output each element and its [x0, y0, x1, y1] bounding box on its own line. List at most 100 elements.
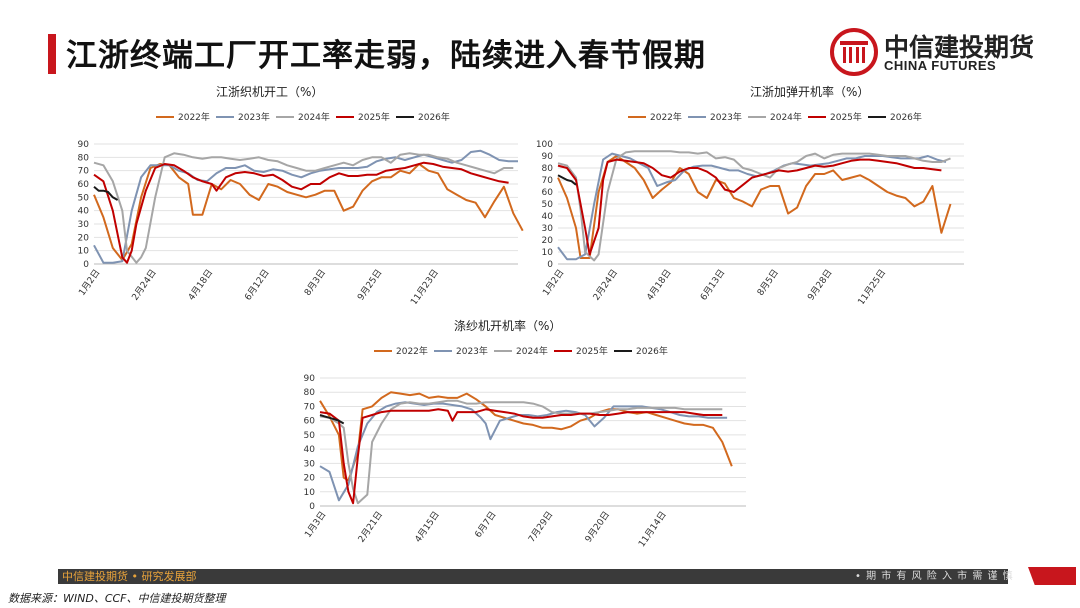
legend-label: 2024年 — [516, 345, 548, 357]
series-line — [319, 408, 723, 505]
y-tick-label: 40 — [542, 212, 554, 222]
x-tick-label: 11月14日 — [636, 509, 668, 549]
legend-label: 2025年 — [830, 111, 862, 123]
chart-title: 江浙加弹开机率（%） — [750, 84, 869, 99]
x-tick-label: 4月18日 — [186, 267, 215, 302]
chart-svg: 涤纱机开机率（%） 2022年 2023年 2024年 2025年 2026年 0 10 20 3… — [303, 318, 746, 549]
y-tick-label: 60 — [304, 417, 316, 427]
footer-bar — [58, 569, 1008, 584]
y-tick-label: 60 — [78, 180, 90, 190]
x-tick-label: 2月21日 — [356, 509, 385, 544]
legend-label: 2022年 — [396, 345, 428, 357]
series-line — [93, 185, 119, 201]
y-tick-label: 70 — [304, 402, 316, 412]
y-tick-label: 30 — [542, 224, 554, 234]
x-tick-label: 1月3日 — [303, 509, 329, 539]
legend-label: 2023年 — [456, 345, 488, 357]
legend-item: 2025年 — [336, 111, 390, 123]
x-tick-label: 8月3日 — [302, 267, 328, 297]
legend-item: 2024年 — [494, 345, 548, 357]
y-tick-label: 30 — [78, 220, 90, 230]
legend-item: 2023年 — [688, 111, 742, 123]
legend-item: 2022年 — [156, 111, 210, 123]
page-title: 江浙终端工厂开工率走弱，陆续进入春节假期 — [66, 38, 706, 74]
series-line — [93, 163, 524, 261]
series-line — [93, 152, 514, 264]
y-tick-label: 10 — [304, 488, 316, 498]
citic-emblem-icon — [830, 28, 878, 76]
legend-item: 2022年 — [628, 111, 682, 123]
x-tick-label: 11月25日 — [856, 267, 888, 304]
x-tick-label: 9月20日 — [583, 509, 612, 544]
legend-label: 2026年 — [418, 111, 450, 123]
y-tick-label: 10 — [78, 247, 90, 257]
y-tick-label: 50 — [304, 431, 316, 441]
legend-item: 2023年 — [434, 345, 488, 357]
y-tick-label: 0 — [309, 502, 315, 512]
x-tick-label: 2月24日 — [591, 267, 620, 302]
y-tick-label: 20 — [542, 236, 554, 246]
chart-title: 涤纱机开机率（%） — [454, 318, 561, 333]
x-tick-label: 2月24日 — [130, 267, 159, 302]
legend-item: 2022年 — [374, 345, 428, 357]
legend-label: 2026年 — [636, 345, 668, 357]
y-tick-label: 80 — [78, 153, 90, 163]
y-tick-label: 20 — [78, 233, 90, 243]
legend-label: 2025年 — [576, 345, 608, 357]
chart-texturing-operating-rate: 江浙加弹开机率（%） 2022年 2023年 2024年 2025年 2026年 0 10 20… — [528, 82, 980, 304]
footer-red-accent — [1028, 567, 1076, 585]
y-tick-label: 90 — [78, 140, 90, 150]
legend-label: 2024年 — [770, 111, 802, 123]
y-tick-label: 70 — [542, 176, 554, 186]
legend-item: 2025年 — [554, 345, 608, 357]
y-tick-label: 60 — [542, 188, 554, 198]
brand-logo: 中信建投期货 CHINA FUTURES — [830, 26, 1040, 78]
legend-item: 2025年 — [808, 111, 862, 123]
legend-label: 2023年 — [710, 111, 742, 123]
chart-svg: 江浙加弹开机率（%） 2022年 2023年 2024年 2025年 2026年 0 10 20… — [536, 84, 964, 304]
y-tick-label: 0 — [547, 260, 553, 270]
series-line — [557, 174, 577, 186]
logo-chinese-name: 中信建投期货 — [884, 33, 1035, 62]
footer-risk-notice: • 期 市 有 风 险 入 市 需 谨 慎 — [855, 571, 1014, 582]
logo-english-name: CHINA FUTURES — [884, 58, 997, 73]
series-line — [557, 150, 951, 262]
y-tick-label: 0 — [83, 260, 89, 270]
x-tick-label: 4月15日 — [413, 509, 442, 544]
x-tick-label: 8月5日 — [755, 267, 781, 297]
legend-item: 2026年 — [396, 111, 450, 123]
y-tick-label: 80 — [542, 164, 554, 174]
series-line — [319, 399, 723, 505]
series-line — [319, 391, 733, 482]
legend-label: 2022年 — [650, 111, 682, 123]
legend-label: 2024年 — [298, 111, 330, 123]
x-tick-label: 1月2日 — [541, 267, 567, 297]
x-tick-label: 6月12日 — [243, 267, 272, 302]
y-tick-label: 40 — [78, 207, 90, 217]
chart-weaving-operating-rate: 江浙织机开工（%） 2022年 2023年 2024年 2025年 2026年 0 10 20 3… — [60, 82, 530, 304]
y-tick-label: 30 — [304, 459, 316, 469]
legend-item: 2024年 — [276, 111, 330, 123]
x-tick-label: 6月7日 — [473, 509, 499, 539]
series-line — [93, 149, 518, 264]
legend-item: 2026年 — [868, 111, 922, 123]
y-tick-label: 90 — [304, 374, 316, 384]
footer-department: 中信建投期货 • 研究发展部 — [62, 570, 197, 583]
y-tick-label: 40 — [304, 445, 316, 455]
legend-label: 2026年 — [890, 111, 922, 123]
x-tick-label: 9月25日 — [355, 267, 384, 302]
y-tick-label: 50 — [542, 200, 554, 210]
series-line — [557, 158, 942, 256]
data-source: 数据来源：WIND、CCF、中信建投期货整理 — [8, 592, 226, 605]
series-line — [319, 414, 345, 425]
chart-title: 江浙织机开工（%） — [216, 85, 323, 99]
legend-label: 2023年 — [238, 111, 270, 123]
x-tick-label: 6月13日 — [698, 267, 727, 302]
x-tick-label: 11月23日 — [409, 267, 441, 304]
y-tick-label: 50 — [78, 193, 90, 203]
series-line — [557, 155, 952, 259]
y-tick-label: 90 — [542, 152, 554, 162]
chart-polyester-yarn-operating-rate: 涤纱机开机率（%） 2022年 2023年 2024年 2025年 2026年 0 10 20 3… — [290, 316, 760, 556]
legend-item: 2026年 — [614, 345, 668, 357]
y-tick-label: 100 — [536, 140, 553, 150]
